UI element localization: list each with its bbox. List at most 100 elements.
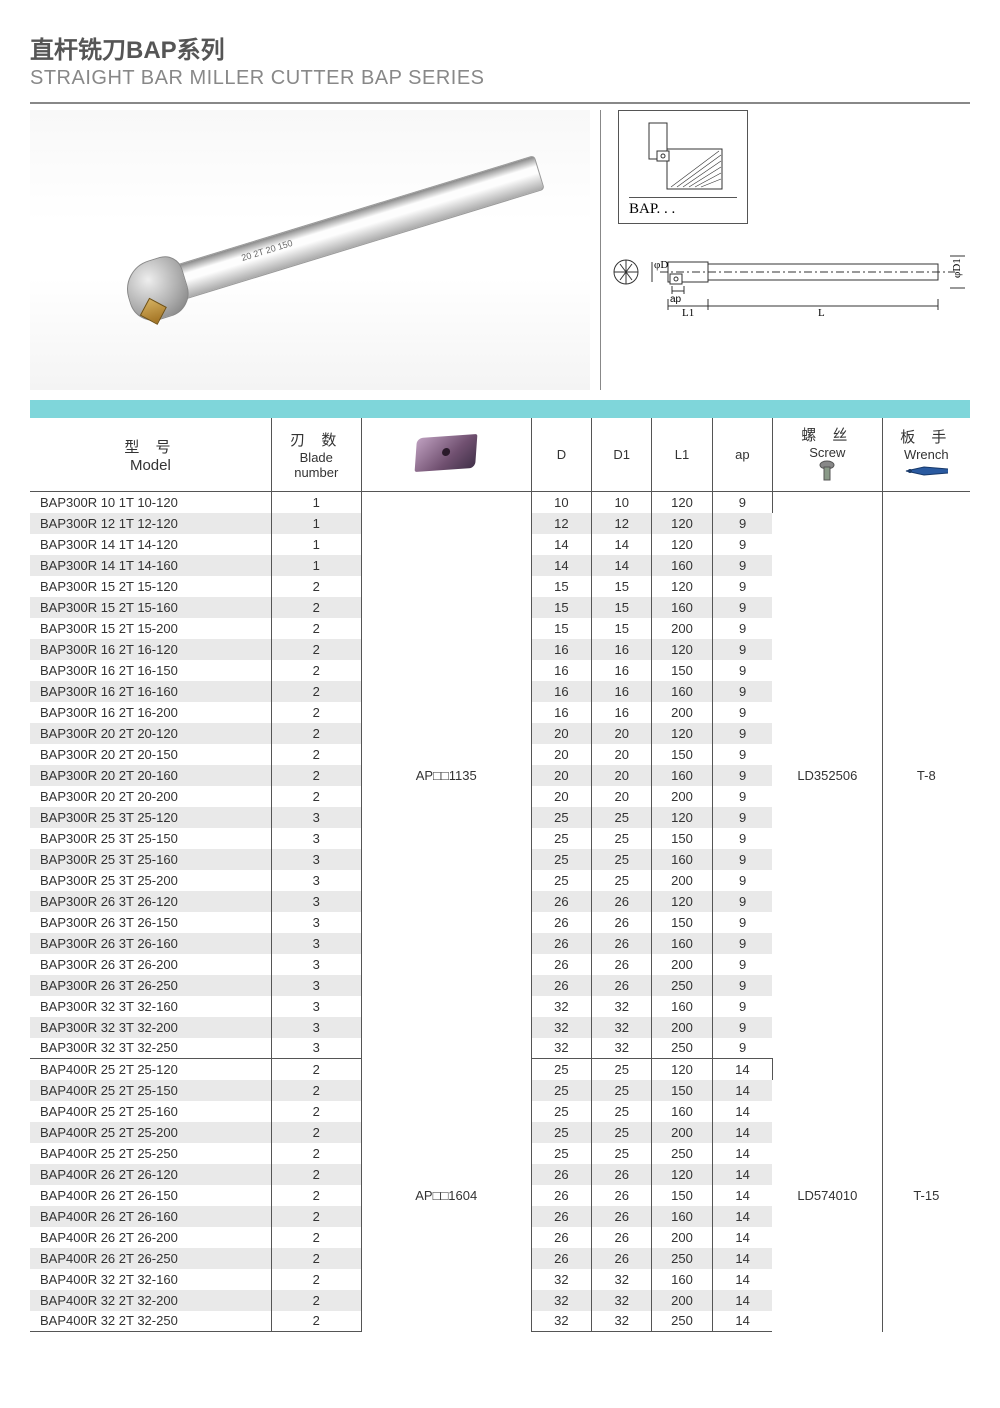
cell-l1: 200 xyxy=(652,1227,712,1248)
cell-d: 15 xyxy=(531,597,591,618)
cell-d1: 20 xyxy=(592,723,652,744)
cell-blade: 2 xyxy=(271,723,361,744)
th-screw: 螺 丝 Screw xyxy=(772,418,882,492)
cell-ap: 9 xyxy=(712,786,772,807)
cell-blade: 2 xyxy=(271,660,361,681)
cell-d1: 26 xyxy=(592,933,652,954)
cell-d1: 16 xyxy=(592,639,652,660)
cell-l1: 160 xyxy=(652,849,712,870)
cell-d: 26 xyxy=(531,933,591,954)
cell-d: 16 xyxy=(531,681,591,702)
cell-blade: 2 xyxy=(271,639,361,660)
cell-blade: 2 xyxy=(271,1206,361,1227)
dimension-drawing: φD φD1 ap L1 L xyxy=(610,244,970,329)
cell-ap: 14 xyxy=(712,1080,772,1101)
cell-d1: 26 xyxy=(592,1185,652,1206)
cell-blade: 2 xyxy=(271,744,361,765)
dimension-drawing-icon: φD φD1 ap L1 L xyxy=(610,244,970,324)
cell-d: 20 xyxy=(531,786,591,807)
cell-d: 20 xyxy=(531,744,591,765)
cell-ap: 9 xyxy=(712,639,772,660)
cell-d: 26 xyxy=(531,1185,591,1206)
cell-blade: 3 xyxy=(271,996,361,1017)
cell-ap: 9 xyxy=(712,576,772,597)
cell-blade: 2 xyxy=(271,1143,361,1164)
cell-l1: 150 xyxy=(652,912,712,933)
cell-ap: 9 xyxy=(712,597,772,618)
cell-model: BAP300R 14 1T 14-120 xyxy=(30,534,271,555)
cell-ap: 9 xyxy=(712,555,772,576)
cell-l1: 160 xyxy=(652,1269,712,1290)
cell-l1: 120 xyxy=(652,1059,712,1080)
cell-model: BAP300R 15 2T 15-120 xyxy=(30,576,271,597)
cell-blade: 2 xyxy=(271,1227,361,1248)
cell-d: 16 xyxy=(531,702,591,723)
cell-ap: 14 xyxy=(712,1164,772,1185)
cell-l1: 250 xyxy=(652,1038,712,1059)
th-ap: ap xyxy=(712,418,772,492)
cell-d1: 26 xyxy=(592,975,652,996)
cell-model: BAP300R 14 1T 14-160 xyxy=(30,555,271,576)
cell-blade: 2 xyxy=(271,1080,361,1101)
cell-d1: 32 xyxy=(592,1311,652,1332)
bap-diagram-label: BAP. . . xyxy=(629,197,737,218)
cell-model: BAP400R 25 2T 25-120 xyxy=(30,1059,271,1080)
cell-ap: 9 xyxy=(712,681,772,702)
cell-l1: 120 xyxy=(652,513,712,534)
cell-blade: 3 xyxy=(271,828,361,849)
cell-d: 26 xyxy=(531,1206,591,1227)
cell-model: BAP300R 25 3T 25-200 xyxy=(30,870,271,891)
cell-l1: 120 xyxy=(652,723,712,744)
cell-d: 10 xyxy=(531,492,591,513)
cell-ap: 14 xyxy=(712,1311,772,1332)
cell-l1: 160 xyxy=(652,765,712,786)
cell-ap: 9 xyxy=(712,870,772,891)
cell-wrench: T-8 xyxy=(882,492,970,1059)
cell-model: BAP300R 26 3T 26-120 xyxy=(30,891,271,912)
cell-l1: 160 xyxy=(652,1206,712,1227)
cell-d: 32 xyxy=(531,1269,591,1290)
cell-model: BAP300R 26 3T 26-150 xyxy=(30,912,271,933)
cell-blade: 2 xyxy=(271,1269,361,1290)
cell-blade: 2 xyxy=(271,1164,361,1185)
cell-ap: 9 xyxy=(712,723,772,744)
cell-model: BAP300R 12 1T 12-120 xyxy=(30,513,271,534)
cell-blade: 2 xyxy=(271,576,361,597)
cell-l1: 160 xyxy=(652,1101,712,1122)
th-blade: 刃 数 Blade number xyxy=(271,418,361,492)
cell-blade: 1 xyxy=(271,534,361,555)
cell-ap: 9 xyxy=(712,849,772,870)
title-rule xyxy=(30,102,970,104)
cell-l1: 120 xyxy=(652,576,712,597)
cell-blade: 3 xyxy=(271,891,361,912)
cell-l1: 200 xyxy=(652,954,712,975)
cell-l1: 250 xyxy=(652,1143,712,1164)
cell-blade: 2 xyxy=(271,1248,361,1269)
cell-ap: 9 xyxy=(712,933,772,954)
cell-d: 25 xyxy=(531,1059,591,1080)
cell-d: 16 xyxy=(531,660,591,681)
cell-d: 26 xyxy=(531,1227,591,1248)
th-l1: L1 xyxy=(652,418,712,492)
cell-ap: 9 xyxy=(712,996,772,1017)
cell-d: 25 xyxy=(531,828,591,849)
cell-model: BAP300R 16 2T 16-160 xyxy=(30,681,271,702)
cell-l1: 150 xyxy=(652,1080,712,1101)
cell-l1: 250 xyxy=(652,1311,712,1332)
cell-model: BAP400R 25 2T 25-250 xyxy=(30,1143,271,1164)
cell-blade: 3 xyxy=(271,870,361,891)
cell-d: 16 xyxy=(531,639,591,660)
cell-d: 32 xyxy=(531,1311,591,1332)
cell-model: BAP300R 15 2T 15-200 xyxy=(30,618,271,639)
insert-icon xyxy=(415,434,478,472)
cell-blade: 2 xyxy=(271,765,361,786)
cell-model: BAP300R 20 2T 20-200 xyxy=(30,786,271,807)
cell-model: BAP300R 26 3T 26-200 xyxy=(30,954,271,975)
cell-l1: 200 xyxy=(652,1017,712,1038)
cell-ap: 9 xyxy=(712,702,772,723)
svg-text:φD: φD xyxy=(654,259,668,271)
cell-d: 20 xyxy=(531,765,591,786)
cell-d1: 32 xyxy=(592,1269,652,1290)
cell-d: 26 xyxy=(531,891,591,912)
cell-l1: 200 xyxy=(652,702,712,723)
